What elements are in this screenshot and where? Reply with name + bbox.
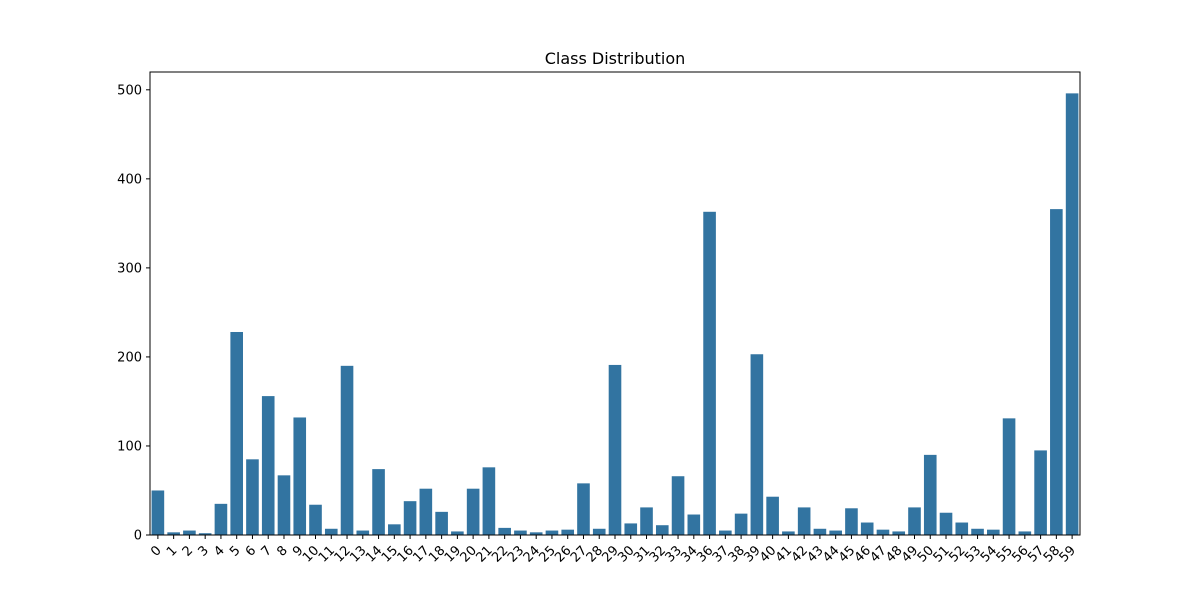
bar-13 xyxy=(356,530,370,535)
bar-15 xyxy=(388,524,401,535)
bar-52 xyxy=(955,522,969,535)
bar-19 xyxy=(451,531,464,535)
x-tick-label-59: 59 xyxy=(1057,543,1079,565)
y-tick-label-500: 500 xyxy=(117,83,142,98)
bar-38 xyxy=(734,513,748,535)
bar-27 xyxy=(577,483,590,535)
y-tick-label-400: 400 xyxy=(117,172,142,187)
bar-37 xyxy=(719,530,732,535)
bar-23 xyxy=(514,530,527,535)
x-axis: 0 1 2 3 4 5 6 7 8 9101112131415161718192021222324… xyxy=(148,535,1079,566)
y-tick-label-0: 0 xyxy=(134,529,142,544)
bar-50 xyxy=(923,454,937,535)
bar-11 xyxy=(324,528,338,535)
plot-frame xyxy=(149,71,1081,536)
bars-group xyxy=(151,93,1079,536)
bar-25 xyxy=(545,530,559,535)
bar-41 xyxy=(782,531,795,535)
bar-36 xyxy=(703,211,716,536)
x-tick-label-7: 7 xyxy=(259,543,275,559)
x-tick-label-3: 3 xyxy=(196,543,212,559)
bar-58 xyxy=(1050,209,1063,535)
bar-3 xyxy=(198,533,212,535)
bar-18 xyxy=(435,511,448,535)
x-tick-label-8: 8 xyxy=(274,543,290,559)
bar-20 xyxy=(466,488,480,535)
x-tick-label-4: 4 xyxy=(211,543,227,559)
bar-40 xyxy=(766,496,779,535)
bar-51 xyxy=(939,512,953,535)
y-tick-label-100: 100 xyxy=(117,439,142,454)
x-tick-label-6: 6 xyxy=(243,543,259,559)
y-axis: 0 100 200 300 400 500 xyxy=(117,83,150,544)
bar-54 xyxy=(987,529,1000,535)
y-tick-label-300: 300 xyxy=(117,261,142,276)
bar-46 xyxy=(860,522,874,535)
bar-48 xyxy=(892,531,906,535)
bar-16 xyxy=(403,501,417,535)
bar-59 xyxy=(1065,93,1079,536)
bar-7 xyxy=(261,396,275,535)
bar-45 xyxy=(845,508,858,535)
x-tick-label-0: 0 xyxy=(148,543,164,559)
bar-5 xyxy=(230,331,243,535)
chart-title: Class Distribution xyxy=(545,49,686,68)
bar-8 xyxy=(277,475,291,535)
bar-32 xyxy=(655,525,669,535)
bar-26 xyxy=(561,529,575,535)
bar-31 xyxy=(640,507,653,535)
bar-49 xyxy=(908,507,921,535)
bar-14 xyxy=(372,469,385,535)
bar-57 xyxy=(1034,450,1047,535)
bar-47 xyxy=(876,529,890,535)
bar-10 xyxy=(309,504,322,535)
bar-17 xyxy=(419,488,433,535)
bar-55 xyxy=(1002,418,1016,535)
bar-28 xyxy=(592,528,606,535)
bar-21 xyxy=(482,467,496,535)
bar-0 xyxy=(151,490,165,535)
bar-53 xyxy=(971,528,984,535)
bar-29 xyxy=(608,364,622,535)
bar-56 xyxy=(1018,531,1032,535)
bar-42 xyxy=(797,507,811,535)
bar-4 xyxy=(214,503,228,535)
bar-22 xyxy=(498,527,511,535)
bar-43 xyxy=(813,528,827,535)
bar-12 xyxy=(340,365,354,535)
y-tick-label-200: 200 xyxy=(117,350,142,365)
x-tick-label-1: 1 xyxy=(164,543,180,559)
bar-39 xyxy=(750,354,764,535)
bar-33 xyxy=(671,476,685,535)
bar-34 xyxy=(687,514,701,535)
bar-24 xyxy=(529,532,543,535)
bar-2 xyxy=(183,530,196,535)
bar-6 xyxy=(246,459,259,535)
x-tick-label-2: 2 xyxy=(180,543,196,559)
bar-9 xyxy=(293,417,307,535)
bar-30 xyxy=(624,523,638,535)
bar-44 xyxy=(829,530,842,535)
bar-1 xyxy=(167,532,180,535)
x-tick-label-5: 5 xyxy=(227,543,243,559)
